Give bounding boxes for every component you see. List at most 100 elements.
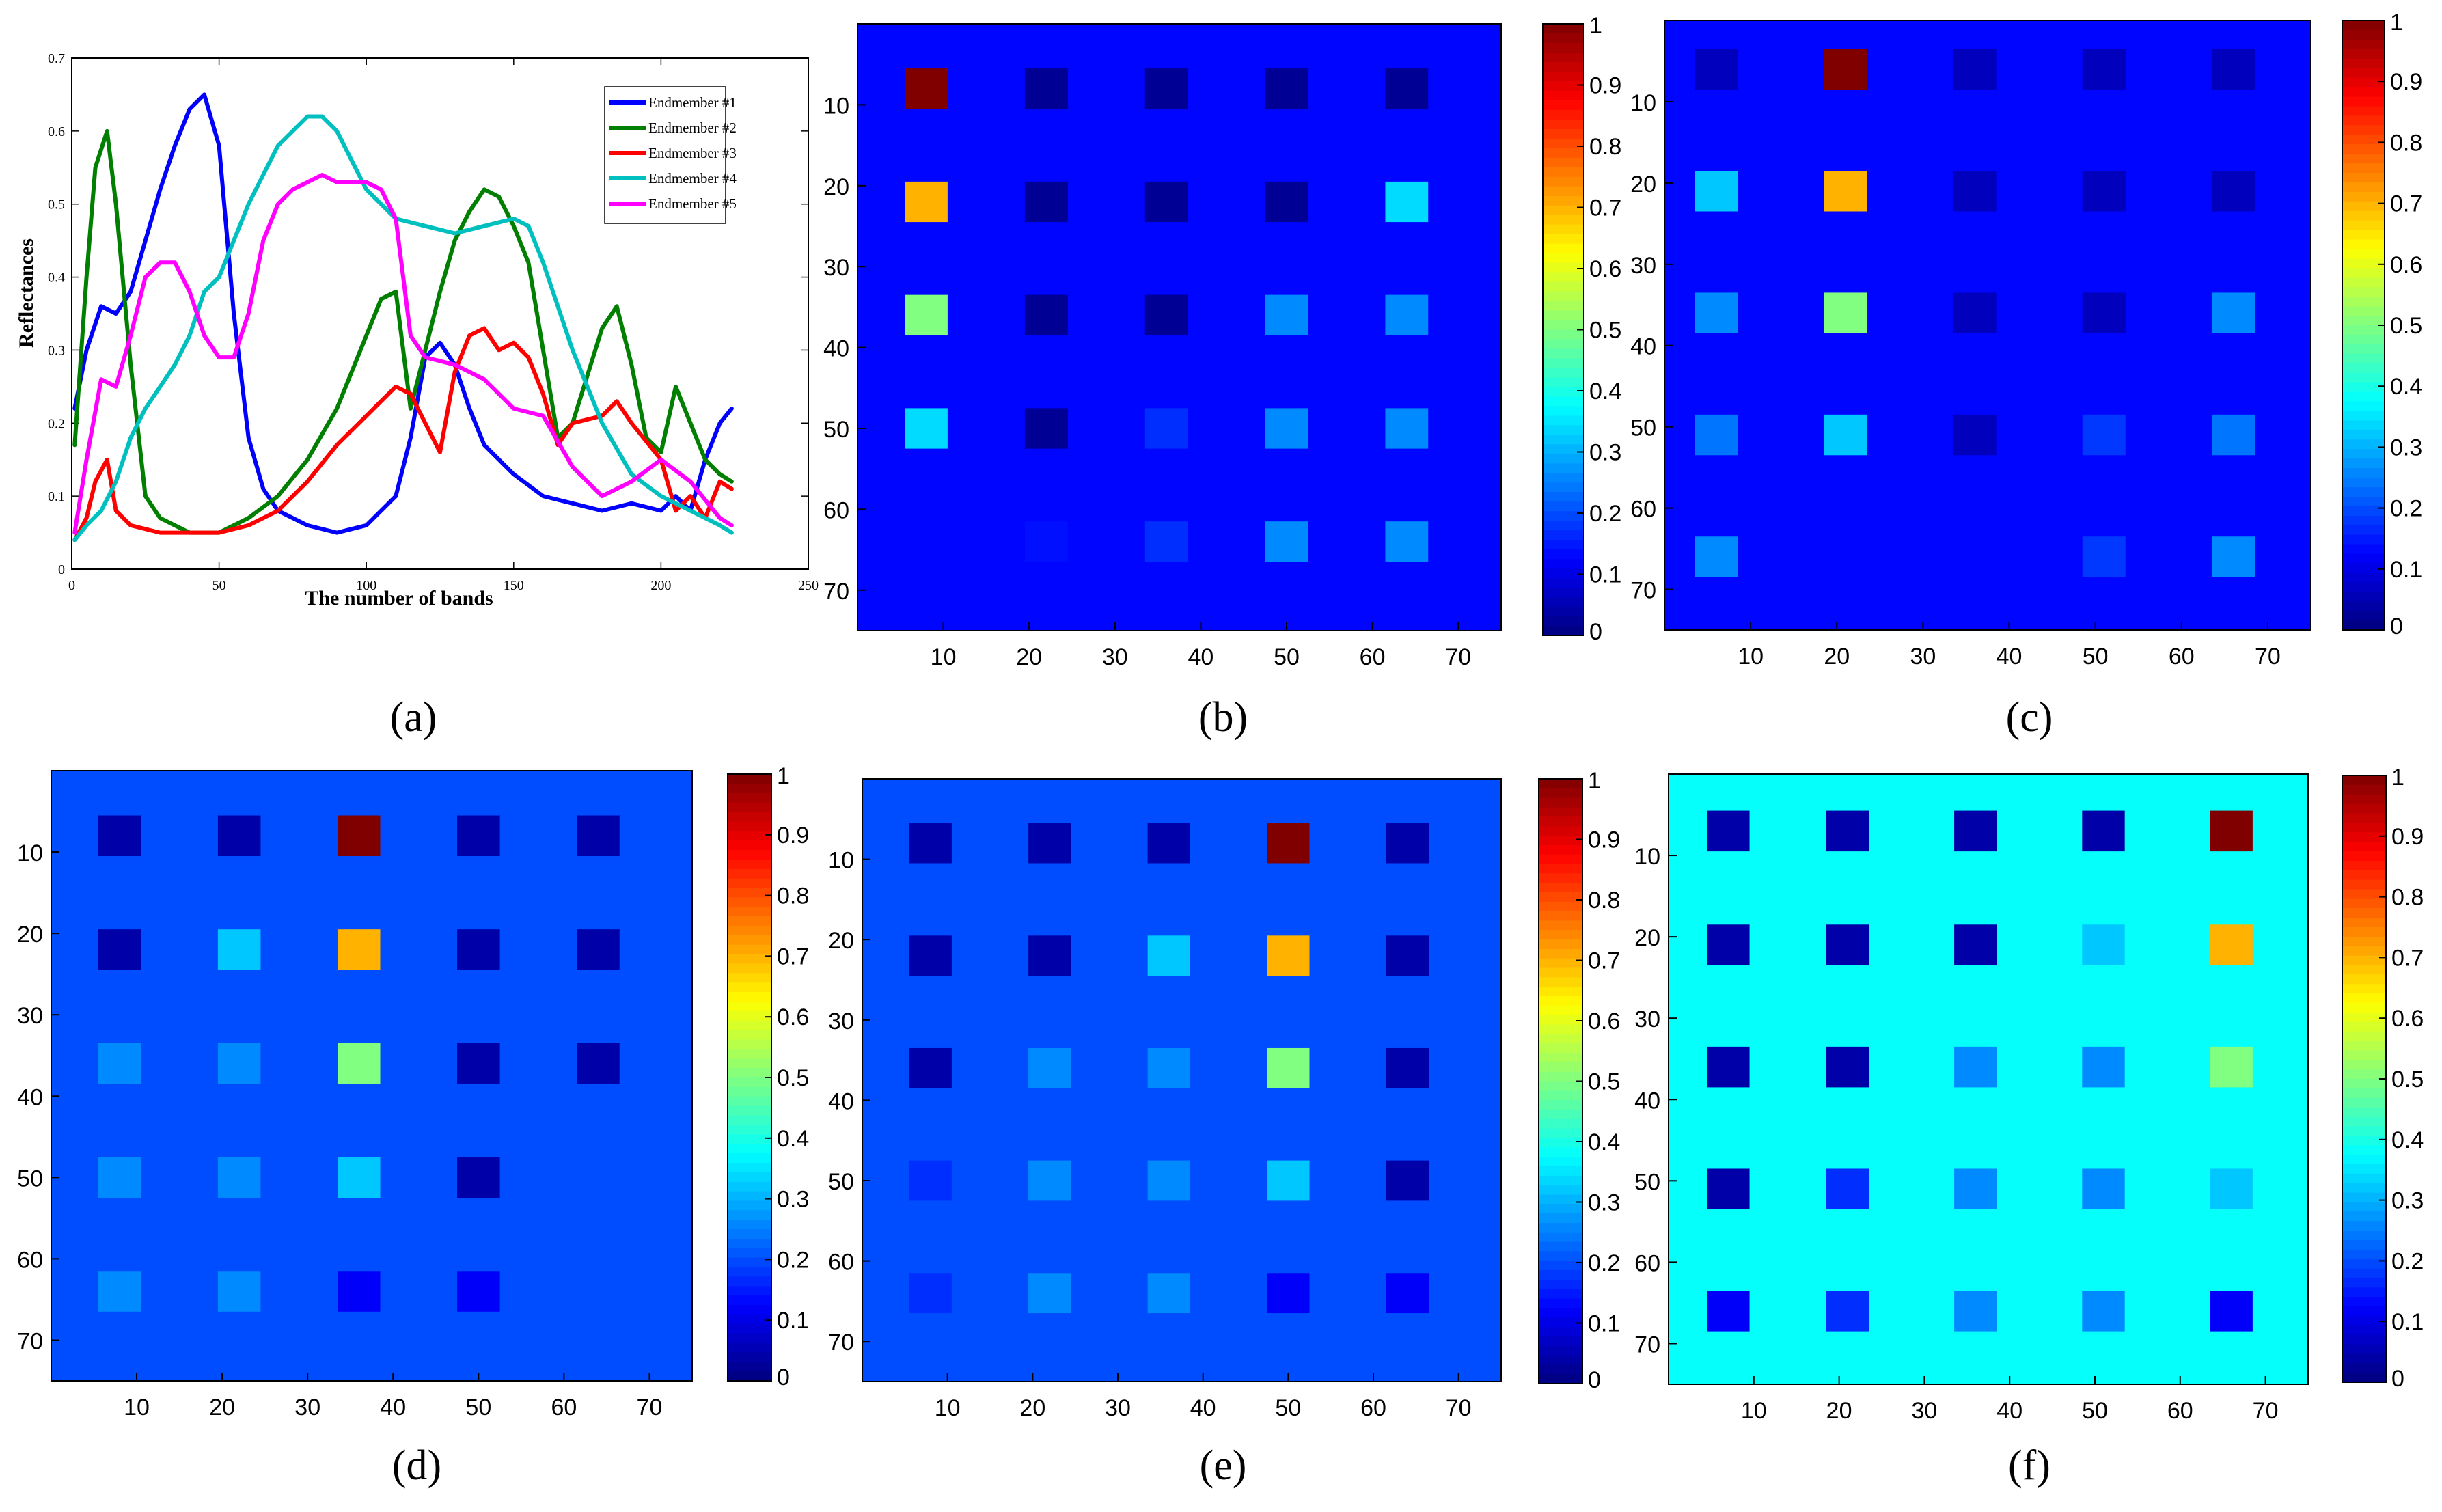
heatmap-block: [2210, 810, 2253, 852]
x-tick-label: 20: [1824, 644, 1850, 670]
colorbar-segment: [2342, 525, 2385, 536]
colorbar-segment: [728, 1305, 771, 1315]
colorbar-segment: [1539, 1157, 1582, 1167]
colorbar-segment: [728, 944, 771, 955]
colorbar-segment: [2342, 49, 2385, 59]
y-tick-label: 70: [1630, 578, 1656, 604]
heatmap-block: [1953, 414, 1997, 456]
x-tick-label: 10: [1741, 1398, 1767, 1424]
heatmap-block: [1267, 823, 1310, 864]
colorbar-segment: [728, 916, 771, 926]
colorbar-segment: [2342, 1060, 2386, 1070]
colorbar-segment: [728, 1286, 771, 1296]
colorbar-segment: [1539, 1015, 1582, 1026]
colorbar-segment: [2342, 784, 2386, 795]
colorbar-segment: [2342, 534, 2385, 545]
colorbar-segment: [1539, 1298, 1582, 1309]
colorbar-segment: [1539, 873, 1582, 883]
heatmap-block: [1707, 810, 1750, 852]
x-tick-label: 50: [2083, 644, 2109, 670]
y-tick-label: 20: [823, 174, 849, 200]
heatmap-block: [1824, 49, 1867, 90]
heatmap-block: [577, 1271, 620, 1312]
y-tick-label: 30: [17, 1003, 43, 1029]
colorbar-segment: [2342, 1268, 2386, 1279]
heatmap-block: [577, 815, 620, 857]
heatmap-block: [2082, 536, 2126, 577]
colorbar-segment: [728, 878, 771, 889]
colorbar-segment: [2342, 268, 2385, 279]
colorbar-segment: [728, 1238, 771, 1249]
colorbar-segment: [2342, 39, 2385, 50]
colorbar-segment: [2342, 372, 2385, 383]
heatmap-block: [98, 929, 141, 970]
colorbar-tick-label: 0: [2391, 1366, 2404, 1392]
heatmap-block: [1826, 1046, 1869, 1088]
heatmap-block: [1267, 935, 1310, 976]
colorbar-segment: [2342, 1373, 2386, 1383]
colorbar-tick-label: 0.5: [2390, 313, 2422, 339]
heatmap-block: [217, 1043, 261, 1084]
colorbar-segment: [1543, 24, 1584, 34]
heatmap-block: [98, 1271, 141, 1312]
colorbar-segment: [2342, 898, 2386, 909]
colorbar-segment: [2342, 1079, 2386, 1089]
colorbar-segment: [2342, 563, 2385, 574]
y-tick-label: 20: [828, 928, 854, 954]
colorbar-segment: [2342, 68, 2385, 79]
heatmap-block: [2082, 171, 2126, 212]
colorbar-segment: [728, 1134, 771, 1144]
series-line-2: [72, 128, 734, 535]
colorbar-segment: [2342, 1021, 2386, 1032]
colorbar-segment: [1539, 911, 1582, 922]
colorbar-tick-label: 0.8: [1588, 888, 1620, 913]
heatmap-block: [905, 408, 948, 449]
x-tick-label: 70: [2255, 644, 2281, 670]
colorbar-segment: [2342, 135, 2385, 145]
colorbar-segment: [1543, 387, 1584, 398]
colorbar-segment: [2342, 1050, 2386, 1061]
colorbar-segment: [2342, 1155, 2386, 1165]
colorbar-segment: [1543, 540, 1584, 550]
colorbar-tick-label: 0.1: [2391, 1309, 2424, 1335]
x-tick-label: 50: [212, 578, 226, 593]
colorbar-tick-label: 0.3: [1588, 1190, 1620, 1216]
colorbar-tick-label: 0.1: [777, 1308, 809, 1334]
colorbar-tick-label: 0.8: [2391, 885, 2424, 911]
colorbar-segment: [2342, 430, 2385, 441]
colorbar-segment: [728, 850, 771, 860]
colorbar-segment: [2342, 927, 2386, 937]
heatmap-block: [1147, 1047, 1190, 1088]
colorbar-segment: [2342, 201, 2385, 212]
colorbar-segment: [2342, 230, 2385, 240]
series-line-1: [72, 92, 734, 535]
y-tick-label: 10: [828, 848, 854, 874]
colorbar-segment: [2342, 515, 2385, 526]
colorbar-segment: [2342, 918, 2386, 928]
colorbar-segment: [1539, 1081, 1582, 1092]
colorbar-segment: [1539, 930, 1582, 940]
heatmap-block: [98, 815, 141, 857]
colorbar-segment: [1543, 205, 1584, 216]
colorbar-segment: [728, 973, 771, 984]
colorbar-segment: [728, 888, 771, 898]
colorbar-segment: [728, 907, 771, 917]
colorbar-segment: [2342, 106, 2385, 117]
heatmap-block: [1953, 292, 1997, 333]
heatmap-block: [457, 929, 500, 970]
colorbar-segment: [1543, 588, 1584, 598]
heatmap-block: [98, 1043, 141, 1084]
x-tick-label: 70: [1445, 644, 1471, 670]
colorbar-tick-label: 0.2: [2391, 1248, 2424, 1274]
colorbar-segment: [728, 821, 771, 832]
colorbar-segment: [728, 1162, 771, 1173]
colorbar-segment: [1539, 1118, 1582, 1129]
colorbar-segment: [2342, 544, 2385, 555]
heatmap-block: [1954, 1168, 1997, 1210]
colorbar-segment: [2342, 1259, 2386, 1269]
colorbar-segment: [1543, 52, 1584, 63]
colorbar-segment: [1539, 826, 1582, 836]
colorbar-segment: [1543, 148, 1584, 159]
colorbar-segment: [2342, 458, 2385, 469]
colorbar-segment: [1539, 1090, 1582, 1101]
